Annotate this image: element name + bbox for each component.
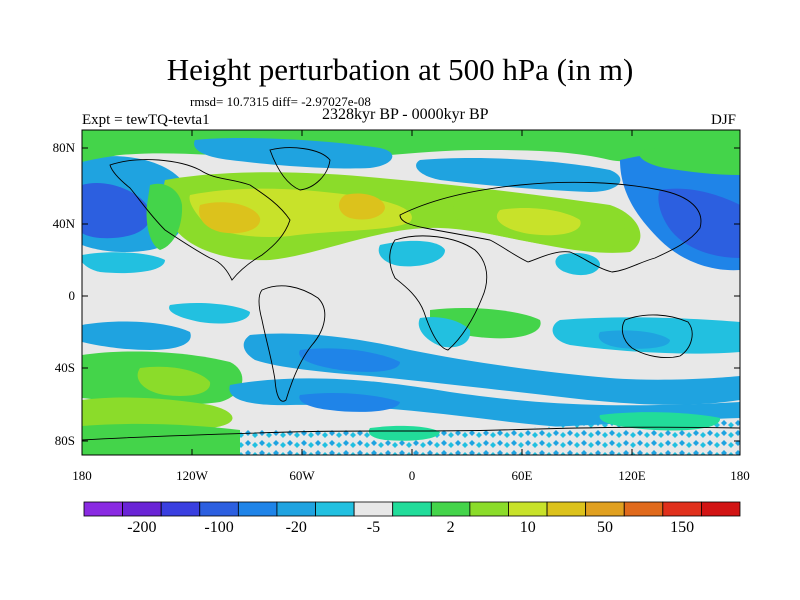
sh-pacific-high (137, 366, 211, 396)
colorbar-swatch (199, 501, 239, 517)
latitude-label: 40N (52, 216, 75, 231)
nh-ne-pacific-green (638, 145, 740, 175)
nh-pacific-deep-blue (82, 182, 151, 239)
season-label: DJF (711, 112, 737, 128)
colorbar-swatch (508, 501, 548, 517)
coast-australia (621, 314, 693, 359)
latitude-label: 0 (68, 288, 76, 303)
colorbar-swatch (160, 501, 201, 517)
sh-antarctic-green (82, 423, 240, 455)
latitude-label: 40S (54, 360, 75, 375)
colorbar (83, 501, 741, 517)
colorbar-swatch (122, 501, 162, 517)
colorbar-swatch (701, 501, 741, 517)
sh-pacific-blue (82, 321, 191, 350)
colorbar-swatch (353, 501, 394, 517)
longitude-label: 120W (176, 468, 208, 483)
colorbar-label: -100 (204, 519, 234, 536)
coast-greenland (269, 147, 331, 191)
map-title: Height perturbation at 500 hPa (in m) (166, 52, 634, 87)
nh-tropical-blue (378, 240, 445, 267)
colorbar-label: -200 (127, 519, 157, 536)
colorbar-swatch (237, 501, 278, 517)
longitude-label: 60E (511, 468, 533, 483)
sh-indian-blue-2 (598, 330, 670, 349)
axis-ticks (81, 130, 741, 455)
nh-west-pacific-deep (658, 188, 740, 258)
longitude-label: 60W (289, 468, 315, 483)
tropics-indonesia (555, 253, 600, 276)
coast-africa (389, 235, 488, 351)
sh-africa-blue (418, 317, 471, 348)
sh-ross-green (599, 412, 721, 431)
sh-south-atlantic-blue (243, 333, 740, 405)
colorbar-label: 2 (446, 519, 455, 536)
sh-atlantic-sector-green (368, 425, 440, 441)
nh-atlantic-high (338, 193, 385, 220)
colorbar-label: -5 (366, 519, 381, 536)
longitude-label: 120E (618, 468, 646, 483)
colorbar-swatch (276, 501, 316, 517)
sh-pacific-blue-2 (169, 302, 250, 324)
longitude-label: 180 (72, 468, 92, 483)
nh-north-america-high (199, 202, 261, 234)
nh-asia-high (496, 208, 581, 236)
nh-greenland-blue (194, 137, 393, 169)
colorbar-swatch (430, 501, 471, 517)
sh-southern-ocean-deep (299, 392, 400, 412)
colorbar-swatch (546, 501, 587, 517)
colorbar-swatch (623, 501, 664, 517)
colorbar-label: 10 (519, 519, 536, 536)
coast-south-america (258, 285, 326, 402)
coast-antarctica (82, 426, 740, 441)
coast-north-america (109, 159, 291, 281)
coastlines (82, 147, 740, 441)
tropics-east-pacific (82, 252, 165, 274)
experiment-label: Expt = tewTQ-tevta1 (82, 112, 210, 128)
nh-pacific-east-green (146, 183, 183, 250)
stats-text: rmsd= 10.7315 diff= -2.97027e-08 (190, 94, 371, 109)
colorbar-swatch (585, 501, 625, 517)
longitude-label: 180 (730, 468, 750, 483)
colorbar-swatch (662, 501, 702, 517)
sh-west-antarctic-green (82, 397, 233, 430)
colorbar-swatch (83, 501, 123, 517)
colorbar-swatch (392, 501, 432, 517)
sh-south-atlantic-deep (299, 348, 400, 372)
latitude-label: 80S (54, 433, 75, 448)
coast-eurasia (399, 181, 702, 273)
period-text: 2328kyr BP - 0000kyr BP (322, 106, 489, 123)
plot-frame (81, 129, 741, 456)
colorbar-label: 50 (596, 519, 613, 536)
colorbar-swatch (315, 501, 355, 517)
colorbar-label: 150 (670, 519, 695, 536)
colorbar-swatch (469, 501, 509, 517)
colorbar-label: -20 (285, 519, 307, 536)
latitude-label: 80N (52, 140, 75, 155)
longitude-label: 0 (408, 468, 416, 483)
nh-siberia-blue (416, 158, 621, 192)
